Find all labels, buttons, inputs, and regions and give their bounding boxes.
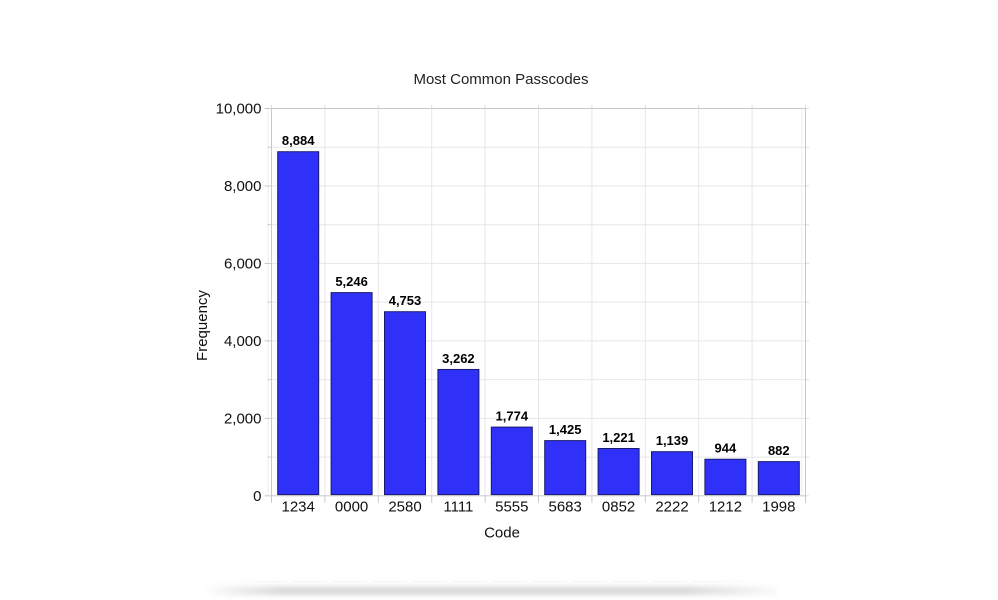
svg-text:944: 944 — [715, 441, 737, 456]
svg-text:1,425: 1,425 — [549, 422, 582, 437]
svg-text:5683: 5683 — [549, 499, 582, 516]
svg-text:8,000: 8,000 — [224, 178, 262, 195]
svg-text:0: 0 — [253, 488, 261, 505]
svg-text:10,000: 10,000 — [216, 101, 262, 118]
svg-text:2580: 2580 — [388, 499, 421, 516]
svg-text:3,262: 3,262 — [442, 351, 475, 366]
svg-text:1212: 1212 — [709, 499, 742, 516]
svg-text:1998: 1998 — [762, 499, 795, 516]
svg-text:8,884: 8,884 — [282, 133, 315, 148]
svg-text:4,000: 4,000 — [224, 333, 262, 350]
svg-text:4,753: 4,753 — [389, 293, 422, 308]
svg-text:1111: 1111 — [443, 499, 473, 516]
svg-text:1,774: 1,774 — [496, 409, 529, 424]
svg-text:Code: Code — [484, 525, 520, 542]
svg-text:2222: 2222 — [655, 499, 688, 516]
svg-text:1234: 1234 — [282, 499, 315, 516]
svg-text:6,000: 6,000 — [224, 256, 262, 273]
svg-text:1,139: 1,139 — [656, 433, 689, 448]
svg-text:1,221: 1,221 — [602, 430, 635, 445]
svg-text:Most Common Passcodes: Most Common Passcodes — [413, 71, 588, 88]
svg-text:0000: 0000 — [335, 499, 368, 516]
svg-text:Frequency: Frequency — [194, 290, 211, 361]
svg-text:5,246: 5,246 — [335, 274, 368, 289]
svg-text:5555: 5555 — [495, 499, 528, 516]
svg-text:0852: 0852 — [602, 499, 635, 516]
svg-text:2,000: 2,000 — [224, 411, 262, 428]
svg-text:882: 882 — [768, 443, 790, 458]
